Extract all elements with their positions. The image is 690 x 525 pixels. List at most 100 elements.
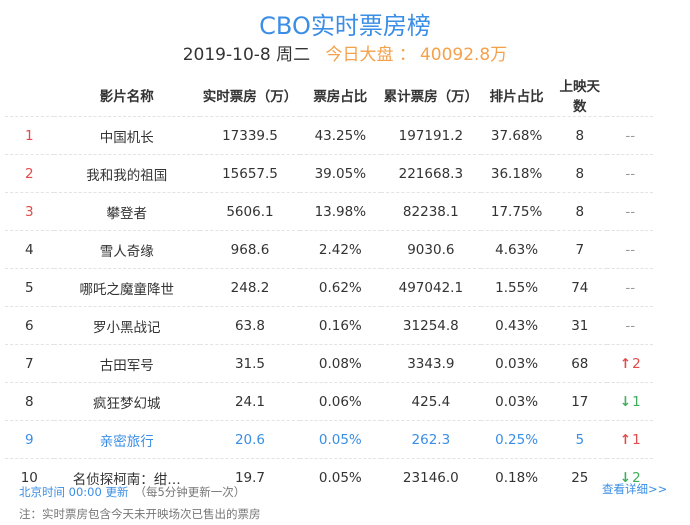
col-screening: 排片占比: [489, 89, 544, 105]
table-row[interactable]: 7 古田军号 31.5 0.08% 3343.9 0.03% 68 ↑2: [5, 344, 653, 383]
share-cell: 2.42%: [299, 230, 381, 269]
trend-cell: ↓2: [607, 458, 653, 496]
realtime-cell: 31.5: [199, 344, 300, 383]
screening-cell: 1.55%: [481, 268, 553, 307]
realtime-cell: 24.1: [199, 382, 300, 421]
movie-name-cell: 哪吒之魔童降世: [53, 268, 200, 307]
disclaimer: 注：实时票房包含今天未开映场次已售出的票房: [19, 507, 261, 521]
screening-cell: 0.03%: [481, 382, 553, 421]
days-cell: 74: [552, 268, 608, 307]
cumulative-cell: 82238.1: [380, 192, 482, 231]
trend-cell: ↑1: [607, 420, 653, 459]
update-time: 北京时间 00:00 更新: [19, 485, 129, 499]
table-row[interactable]: 6 罗小黑战记 63.8 0.16% 31254.8 0.43% 31 --: [5, 306, 653, 345]
realtime-cell: 5606.1: [199, 192, 300, 231]
col-rank: [5, 74, 54, 117]
cumulative-cell: 9030.6: [380, 230, 482, 269]
realtime-cell: 248.2: [199, 268, 300, 307]
table-row[interactable]: 5 哪吒之魔童降世 248.2 0.62% 497042.1 1.55% 74 --: [5, 268, 653, 307]
trend-cell: --: [607, 306, 653, 345]
cumulative-cell: 31254.8: [380, 306, 482, 345]
table-row[interactable]: 1 中国机长 17339.5 43.25% 197191.2 37.68% 8 --: [5, 116, 653, 155]
table-row[interactable]: 9 亲密旅行 20.6 0.05% 262.3 0.25% 5 ↑1: [5, 420, 653, 459]
trend-cell: --: [607, 230, 653, 269]
screening-cell: 0.18%: [481, 458, 553, 496]
screening-cell: 36.18%: [481, 154, 553, 193]
date-label: 2019-10-8 周二: [182, 45, 311, 65]
date-bar: 2019-10-8 周二 今日大盘 ： 40092.8万: [0, 40, 690, 65]
total-box-office-label: 今日大盘 ：: [325, 45, 416, 65]
trend-value: 2: [632, 355, 641, 372]
cumulative-cell: 425.4: [380, 382, 482, 421]
trend-cell: --: [607, 154, 653, 193]
trend-value: 2: [632, 469, 641, 486]
rank-cell: 5: [5, 268, 54, 307]
arrow-down-icon: ↓: [619, 393, 632, 410]
trend-cell: --: [607, 268, 653, 307]
days-cell: 8: [552, 154, 608, 193]
share-cell: 0.05%: [299, 458, 381, 496]
col-cumulative: 累计票房（万）: [383, 89, 479, 105]
cumulative-cell: 262.3: [380, 420, 482, 459]
screening-cell: 0.25%: [481, 420, 553, 459]
days-cell: 8: [552, 192, 608, 231]
arrow-up-icon: ↑: [619, 431, 632, 448]
realtime-cell: 968.6: [199, 230, 300, 269]
days-cell: 17: [552, 382, 608, 421]
box-office-table: 影片名称 实时票房（万） 票房占比 累计票房（万） 排片占比 上映天数 1 中国机…: [5, 74, 653, 496]
total-box-office-value: 40092.8万: [419, 45, 508, 65]
movie-name-cell: 我和我的祖国: [53, 154, 200, 193]
share-cell: 0.05%: [299, 420, 381, 459]
total-box-office: 今日大盘 ： 40092.8万: [326, 45, 508, 65]
rank-cell: 8: [5, 382, 54, 421]
table-row[interactable]: 4 雪人奇缘 968.6 2.42% 9030.6 4.63% 7 --: [5, 230, 653, 269]
days-cell: 25: [552, 458, 608, 496]
days-cell: 5: [552, 420, 608, 459]
rank-cell: 1: [5, 116, 54, 155]
view-details-link[interactable]: 查看详细>>: [602, 482, 668, 496]
screening-cell: 0.03%: [481, 344, 553, 383]
update-info: 北京时间 00:00 更新 （每5分钟更新一次）: [19, 484, 245, 500]
rank-cell: 3: [5, 192, 54, 231]
update-note: （每5分钟更新一次）: [134, 485, 246, 499]
share-cell: 0.06%: [299, 382, 381, 421]
share-cell: 0.16%: [299, 306, 381, 345]
table-row[interactable]: 3 攀登者 5606.1 13.98% 82238.1 17.75% 8 --: [5, 192, 653, 231]
movie-name-cell: 罗小黑战记: [53, 306, 200, 345]
realtime-cell: 63.8: [199, 306, 300, 345]
movie-name-cell: 雪人奇缘: [53, 230, 200, 269]
table-row[interactable]: 2 我和我的祖国 15657.5 39.05% 221668.3 36.18% 8 --: [5, 154, 653, 193]
rank-cell: 4: [5, 230, 54, 269]
col-days: 上映天数: [559, 79, 601, 115]
screening-cell: 37.68%: [481, 116, 553, 155]
movie-name-cell: 亲密旅行: [53, 420, 200, 459]
table-row[interactable]: 10 名侦探柯南：绀… 19.7 0.05% 23146.0 0.18% 25 ↓2: [5, 458, 653, 496]
cumulative-cell: 197191.2: [380, 116, 482, 155]
screening-cell: 0.43%: [481, 306, 553, 345]
share-cell: 0.62%: [299, 268, 381, 307]
share-cell: 13.98%: [299, 192, 381, 231]
trend-cell: --: [607, 192, 653, 231]
col-movie-name: 影片名称: [99, 89, 154, 105]
col-share: 票房占比: [313, 89, 368, 105]
cumulative-cell: 3343.9: [380, 344, 482, 383]
trend-cell: ↓1: [607, 382, 653, 421]
movie-name-cell: 中国机长: [53, 116, 200, 155]
rank-cell: 10: [5, 458, 54, 496]
table-row[interactable]: 8 疯狂梦幻城 24.1 0.06% 425.4 0.03% 17 ↓1: [5, 382, 653, 421]
movie-name-cell: 疯狂梦幻城: [53, 382, 200, 421]
realtime-cell: 20.6: [199, 420, 300, 459]
cumulative-cell: 497042.1: [380, 268, 482, 307]
table-header-row: 影片名称 实时票房（万） 票房占比 累计票房（万） 排片占比 上映天数: [5, 74, 653, 117]
days-cell: 8: [552, 116, 608, 155]
arrow-down-icon: ↓: [619, 469, 632, 486]
cumulative-cell: 221668.3: [380, 154, 482, 193]
days-cell: 7: [552, 230, 608, 269]
screening-cell: 17.75%: [481, 192, 553, 231]
realtime-cell: 17339.5: [199, 116, 300, 155]
rank-cell: 9: [5, 420, 54, 459]
col-trend: [607, 74, 653, 117]
rank-cell: 6: [5, 306, 54, 345]
share-cell: 43.25%: [299, 116, 381, 155]
trend-value: 1: [632, 393, 641, 410]
